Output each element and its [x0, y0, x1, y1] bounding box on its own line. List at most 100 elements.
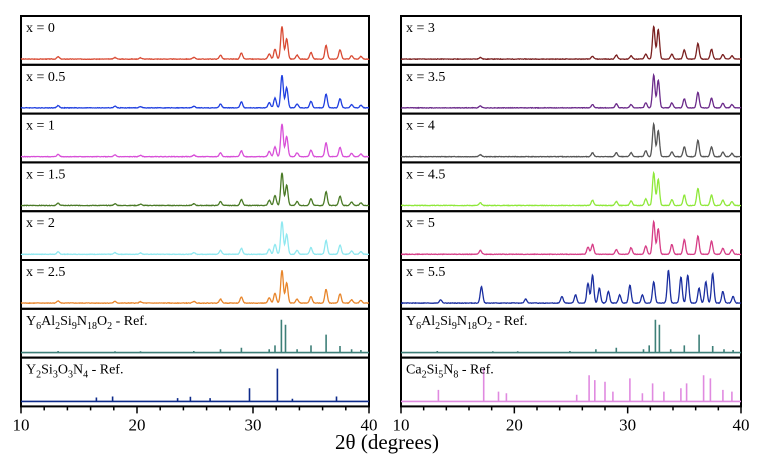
panel-frame [400, 356, 742, 408]
panel-label-part: 5 [438, 370, 443, 381]
pattern-trace [400, 72, 742, 109]
panel-label-part: Ca [406, 363, 422, 378]
panel-1: x = 0 [20, 15, 370, 66]
panel-label-part: Si [427, 363, 439, 378]
panel-label-part: 9 [72, 321, 77, 332]
x-tick-label: 20 [506, 415, 523, 434]
panel-label: x = 5 [406, 216, 435, 231]
pattern-trace [20, 26, 370, 61]
panel-frame [400, 307, 742, 359]
panel-label-part: Si [60, 314, 72, 329]
panel-label-part: 18 [467, 321, 477, 332]
panel-label: x = 4 [406, 119, 435, 134]
pattern-trace [401, 368, 741, 403]
panel-5: x = 2 [20, 210, 370, 261]
panel-frame [400, 112, 742, 164]
panel-label-part: O [97, 314, 107, 329]
panel-label: Y6Al2Si9N18O2 - Ref. [26, 314, 147, 332]
panel-frame [20, 356, 370, 408]
panel-label: x = 1 [26, 119, 55, 134]
panel-label: x = 1.5 [26, 167, 65, 182]
panel-label: x = 5.5 [406, 265, 445, 280]
panel-label: Ca2Si5N8 - Ref. [406, 363, 494, 381]
panel-10: x = 3.5 [400, 63, 742, 115]
pattern-trace [400, 219, 742, 256]
panel-label-part: 2 [435, 321, 440, 332]
panel-label-part: x = 2.5 [26, 265, 65, 280]
panel-frame [400, 259, 742, 310]
panel-label-part: 2 [36, 370, 41, 381]
panel-label-part: O [477, 314, 487, 329]
panel-label-part: Y [26, 363, 36, 378]
panel-label-part: N [77, 314, 87, 329]
pattern-trace [400, 121, 742, 158]
x-axis-title: 2θ (degrees) [335, 430, 439, 454]
panel-label-part: 3 [53, 370, 58, 381]
pattern-trace [400, 25, 742, 61]
panel-6: x = 2.5 [20, 259, 370, 310]
panel-label-part: x = 5 [406, 216, 435, 231]
panel-label-part: x = 1.5 [26, 167, 65, 182]
panel-label-part: 4 [83, 370, 88, 381]
panel-15: Y6Al2Si9N18O2 - Ref. [400, 307, 742, 359]
panel-label-part: Y [406, 314, 416, 329]
pattern-trace [21, 368, 369, 403]
panel-frame [400, 161, 742, 213]
panel-label: Y6Al2Si9N18O2 - Ref. [406, 314, 527, 332]
panel-label-part: x = 2 [26, 216, 55, 231]
panel-label-part: x = 5.5 [406, 265, 445, 280]
x-tick-label: 30 [245, 415, 262, 434]
panel-frame [400, 210, 742, 261]
x-tick-label: 30 [619, 415, 636, 434]
panel-label-part: 2 [422, 370, 427, 381]
panel-label-part: O [58, 363, 68, 378]
panel-label-part: 9 [452, 321, 457, 332]
panel-12: x = 4.5 [400, 161, 742, 213]
pattern-trace [21, 319, 369, 354]
x-tick-label: 10 [13, 415, 30, 434]
panel-label: x = 3 [406, 21, 435, 36]
panel-label-part: 3 [68, 370, 73, 381]
pattern-trace [20, 270, 370, 305]
panel-frame [400, 15, 742, 66]
panel-label-part: 8 [453, 370, 458, 381]
panel-label-part: x = 1 [26, 119, 55, 134]
panel-label-part: 2 [107, 321, 112, 332]
panel-label: Y2Si3O3N4 - Ref. [26, 363, 123, 381]
panel-label-part: - Ref. [88, 363, 123, 378]
panel-label: x = 3.5 [406, 70, 445, 85]
panel-label-part: 2 [55, 321, 60, 332]
pattern-trace [20, 221, 369, 256]
panel-label-part: Y [26, 314, 36, 329]
pattern-trace [20, 74, 369, 110]
panel-label-part: x = 4.5 [406, 167, 445, 182]
panel-label: x = 2.5 [26, 265, 65, 280]
left-x-axis: 10 20 30 40 [13, 406, 378, 434]
panel-label-part: x = 3.5 [406, 70, 445, 85]
x-tick-label: 40 [361, 415, 378, 434]
panel-16: Ca2Si5N8 - Ref. [400, 356, 742, 408]
panel-label-part: - Ref. [458, 363, 493, 378]
panel-label-part: 6 [416, 321, 421, 332]
panel-2: x = 0.5 [20, 63, 370, 115]
panel-label-part: 18 [87, 321, 97, 332]
pattern-trace [20, 172, 370, 207]
panel-3: x = 1 [20, 112, 370, 164]
panel-label: x = 0 [26, 21, 55, 36]
right-x-axis: 10 20 30 40 [393, 406, 750, 434]
panel-11: x = 4 [400, 112, 742, 164]
panel-13: x = 5 [400, 210, 742, 261]
panel-label-part: N [443, 363, 453, 378]
panel-label-part: 6 [36, 321, 41, 332]
panels-layer: x = 0x = 0.5x = 1x = 1.5x = 2x = 2.5Y6Al… [20, 15, 742, 408]
panel-label-part: x = 4 [406, 119, 435, 134]
panel-label-part: Al [41, 314, 55, 329]
panel-label-part: x = 3 [406, 21, 435, 36]
panel-4: x = 1.5 [20, 161, 370, 213]
panel-label-part: N [73, 363, 83, 378]
pattern-trace [401, 319, 741, 354]
panel-label-part: 2 [487, 321, 492, 332]
x-tick-label: 40 [733, 415, 750, 434]
panel-8: Y2Si3O3N4 - Ref. [20, 356, 370, 408]
